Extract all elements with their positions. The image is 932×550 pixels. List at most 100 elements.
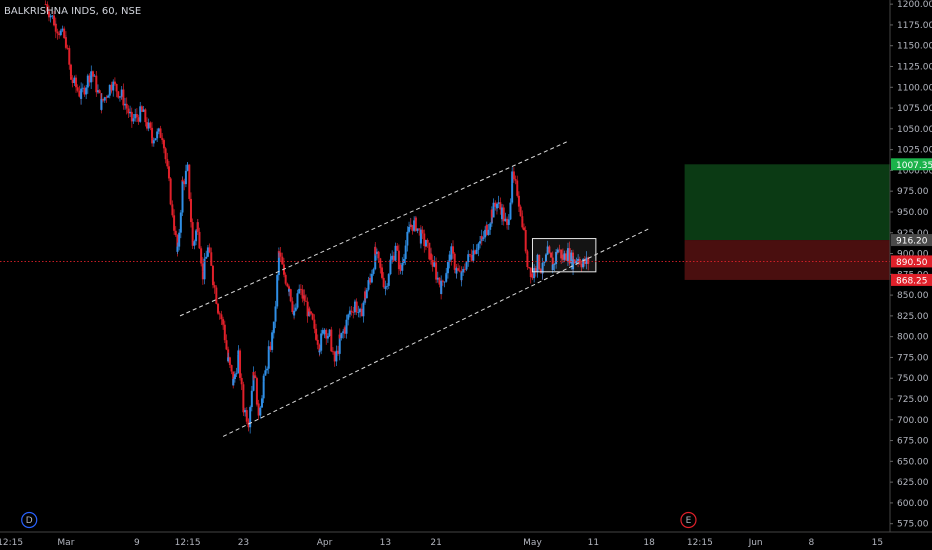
candle: [352, 312, 355, 313]
candle: [164, 148, 167, 160]
candle: [178, 232, 181, 247]
lower-channel-line: [222, 228, 650, 437]
candle: [570, 252, 573, 264]
candle: [53, 15, 56, 26]
time-tick-label: Apr: [317, 538, 333, 548]
candle: [457, 268, 460, 271]
time-tick-label: 9: [134, 538, 140, 548]
candle: [587, 257, 590, 264]
candle: [245, 410, 248, 422]
time-tick-label: 15: [872, 538, 883, 548]
candle: [347, 314, 350, 320]
candle: [237, 354, 240, 374]
candle: [118, 96, 121, 98]
candle: [274, 306, 277, 322]
candle: [338, 334, 341, 354]
candle: [173, 215, 176, 231]
candle: [156, 131, 159, 139]
price-tag-bg: [891, 158, 932, 171]
candle: [195, 230, 198, 242]
candle: [225, 340, 228, 350]
candle: [560, 249, 563, 259]
candle: [260, 398, 263, 408]
candle: [157, 128, 160, 132]
candle: [460, 272, 463, 281]
candle: [188, 164, 191, 199]
candle: [86, 75, 89, 88]
candle: [66, 47, 69, 49]
stop-zone: [684, 240, 890, 280]
candle: [501, 207, 504, 220]
candle: [167, 166, 170, 179]
long-position-tool[interactable]: [684, 164, 890, 280]
price-tick-label: 650.00: [897, 457, 929, 467]
candle: [318, 344, 321, 353]
candle: [489, 223, 492, 230]
candle: [401, 263, 404, 271]
candle: [551, 257, 554, 271]
time-tick-label: 8: [809, 538, 815, 548]
candles: [44, 0, 590, 434]
candle: [359, 309, 362, 313]
candle: [272, 321, 275, 333]
candle: [566, 248, 569, 261]
candle: [529, 267, 532, 277]
candle: [348, 310, 351, 312]
candle: [519, 206, 522, 217]
candle: [142, 109, 145, 112]
candle: [162, 140, 165, 149]
candle: [161, 138, 164, 141]
candle: [54, 23, 57, 32]
candle: [100, 98, 103, 110]
candle: [117, 91, 120, 98]
candle: [140, 109, 143, 112]
candle: [355, 301, 358, 313]
price-tag-label: 868.25: [896, 276, 928, 286]
candle: [337, 350, 340, 354]
candle: [176, 246, 179, 252]
time-tick-label: 21: [430, 538, 441, 548]
candle: [279, 252, 282, 257]
candle: [565, 253, 568, 261]
candle: [259, 407, 262, 416]
candle: [171, 207, 174, 216]
candle: [408, 226, 411, 232]
event-marker: [21, 511, 38, 529]
time-axis[interactable]: 12:15 Mar 9 12:15 23 Apr 13 21 May 11 18 12:15 Jun 8 1…: [0, 538, 883, 548]
candle: [103, 97, 106, 101]
candle: [531, 273, 534, 279]
candle: [430, 253, 433, 260]
candle: [463, 269, 466, 270]
candle: [543, 261, 546, 263]
drawings[interactable]: [179, 140, 650, 437]
candle: [421, 229, 424, 234]
candle: [435, 262, 438, 271]
candle: [135, 114, 138, 118]
candle: [468, 254, 471, 256]
candle: [487, 229, 490, 235]
candle: [46, 4, 49, 12]
candle: [198, 231, 201, 249]
price-axis[interactable]: 575.00 600.00 625.00 650.00 675.00 700.00 725.…: [890, 0, 932, 530]
candle: [264, 370, 267, 376]
candle: [213, 285, 216, 288]
candle: [93, 75, 96, 77]
candle: [450, 246, 453, 260]
event-marker-label: D: [26, 516, 33, 526]
price-tag-label: 1007.35: [896, 161, 932, 171]
candle: [186, 164, 189, 166]
candle: [183, 181, 186, 185]
candle: [423, 233, 426, 247]
candle: [281, 256, 284, 265]
price-tick-label: 700.00: [897, 416, 929, 426]
candle: [436, 277, 439, 280]
candle: [110, 89, 113, 91]
candle: [387, 274, 390, 286]
candle: [539, 269, 542, 273]
candle: [298, 288, 301, 292]
candle: [521, 218, 524, 228]
candle: [453, 253, 456, 270]
candle: [365, 289, 368, 299]
